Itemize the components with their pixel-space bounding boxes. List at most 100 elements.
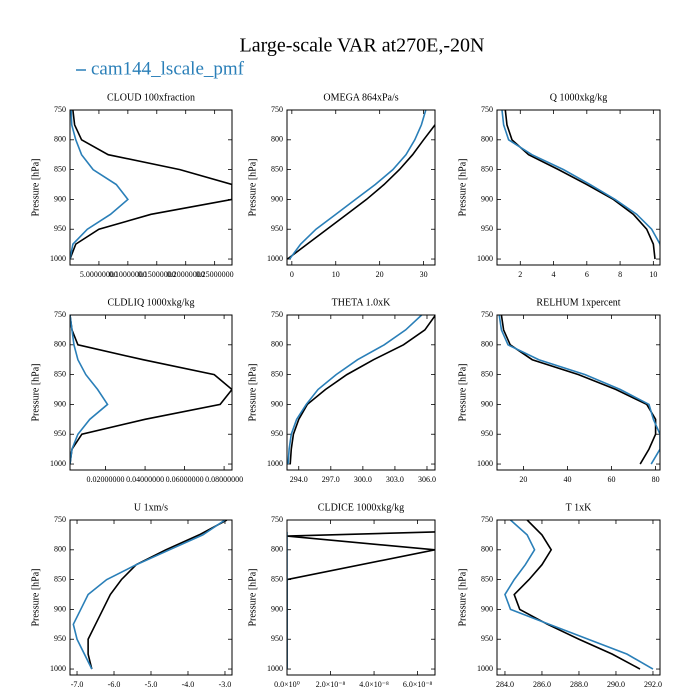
plot-frame: [69, 109, 233, 266]
x-tick-label: -6.0: [108, 680, 121, 689]
y-tick-label: 900: [271, 399, 283, 408]
y-tick-label: 950: [481, 634, 493, 643]
profile-line: [500, 315, 657, 465]
y-tick-label: 950: [54, 634, 66, 643]
x-tick-label: 0.0×10⁰: [274, 680, 300, 689]
x-tick-label: -4.0: [182, 680, 195, 689]
y-axis-label: Pressure [hPa]: [247, 363, 258, 421]
profile-line: [504, 520, 654, 670]
plot-frame: [496, 109, 661, 266]
plot-frame: [496, 314, 661, 471]
y-tick-label: 1000: [267, 664, 283, 673]
plot-frame: [286, 519, 436, 676]
profile-line: [70, 315, 232, 465]
y-tick-label: 1000: [477, 254, 493, 263]
y-tick-label: 950: [271, 634, 283, 643]
x-tick-label: 0.25000000: [196, 270, 234, 279]
plot-frame: [496, 519, 661, 676]
y-tick-label: 900: [481, 399, 493, 408]
y-tick-label: 850: [481, 369, 493, 378]
y-tick-label: 1000: [50, 254, 66, 263]
panel-title: OMEGA 864xPa/s: [323, 92, 398, 103]
panel-title: THETA 1.0xK: [332, 297, 391, 308]
x-tick-label: 10: [649, 270, 657, 279]
profile-line: [72, 520, 226, 670]
x-tick-label: 0: [290, 270, 294, 279]
y-tick-label: 750: [481, 310, 493, 319]
profile-line: [501, 110, 660, 252]
y-axis-label: Pressure [hPa]: [457, 363, 468, 421]
y-axis-label: Pressure [hPa]: [30, 363, 41, 421]
y-tick-label: 950: [54, 429, 66, 438]
x-tick-label: 20: [519, 475, 527, 484]
y-tick-label: 800: [271, 545, 283, 554]
y-tick-label: 800: [271, 340, 283, 349]
y-tick-label: 950: [481, 224, 493, 233]
y-tick-label: 950: [54, 224, 66, 233]
x-tick-label: 2.0×10⁻⁸: [316, 680, 346, 689]
panel-title: CLDICE 1000xkg/kg: [318, 502, 404, 513]
y-axis-label: Pressure [hPa]: [457, 568, 468, 626]
profile-line: [287, 531, 435, 670]
x-tick-label: 10: [332, 270, 340, 279]
x-tick-label: 284.0: [496, 680, 514, 689]
y-tick-label: 850: [271, 574, 283, 583]
x-tick-label: 60: [608, 475, 616, 484]
x-tick-label: 0.04000000: [126, 475, 164, 484]
y-tick-label: 750: [481, 105, 493, 114]
x-tick-label: 5.00000000: [80, 270, 118, 279]
y-tick-label: 800: [271, 135, 283, 144]
plot-frame: [69, 519, 233, 676]
panel-title: Q 1000xkg/kg: [550, 92, 608, 103]
x-tick-label: -5.0: [145, 680, 158, 689]
y-tick-label: 850: [271, 369, 283, 378]
y-tick-label: 750: [54, 310, 66, 319]
profile-line: [504, 110, 656, 260]
y-tick-label: 750: [54, 515, 66, 524]
x-tick-label: 0.06000000: [166, 475, 204, 484]
profile-line: [289, 315, 435, 465]
y-axis-label: Pressure [hPa]: [247, 568, 258, 626]
panel: U 1xm/s Pressure [hPa] 750 800 850 900 950 1000…: [30, 502, 233, 689]
profile-line: [513, 520, 641, 670]
panel: CLDICE 1000xkg/kg Pressure [hPa] 750 800 850…: [247, 502, 436, 689]
profile-line: [70, 110, 129, 260]
y-tick-label: 900: [271, 194, 283, 203]
x-tick-label: 294.0: [290, 475, 308, 484]
y-tick-label: 850: [481, 164, 493, 173]
profile-line: [70, 315, 109, 465]
x-tick-label: 0.20000000: [167, 270, 205, 279]
x-tick-label: 2: [518, 270, 522, 279]
x-tick-label: 80: [652, 475, 660, 484]
x-tick-label: 286.0: [533, 680, 551, 689]
x-tick-label: 292.0: [644, 680, 662, 689]
profile-line: [288, 110, 427, 260]
y-tick-label: 950: [481, 429, 493, 438]
y-tick-label: 900: [54, 399, 66, 408]
x-tick-label: 0.02000000: [87, 475, 125, 484]
y-axis-label: Pressure [hPa]: [30, 158, 41, 216]
y-tick-label: 850: [54, 164, 66, 173]
panel-title: U 1xm/s: [134, 502, 168, 513]
panel: Q 1000xkg/kg Pressure [hPa] 750 800 850 900 95…: [457, 92, 661, 279]
y-tick-label: 850: [54, 369, 66, 378]
y-tick-label: 850: [481, 574, 493, 583]
y-tick-label: 1000: [477, 459, 493, 468]
x-tick-label: 30: [420, 270, 428, 279]
panel: OMEGA 864xPa/s Pressure [hPa] 750 800 850 900…: [247, 92, 436, 279]
x-tick-label: 0.10000000: [109, 270, 147, 279]
y-tick-label: 750: [481, 515, 493, 524]
y-axis-label: Pressure [hPa]: [457, 158, 468, 216]
panel-title: T 1xK: [566, 502, 592, 513]
y-tick-label: 750: [271, 515, 283, 524]
plot-frame: [69, 314, 233, 471]
y-tick-label: 800: [54, 545, 66, 554]
x-tick-label: 303.0: [386, 475, 404, 484]
y-tick-label: 900: [271, 604, 283, 613]
profile-line: [87, 520, 228, 670]
x-tick-label: 288.0: [570, 680, 588, 689]
x-tick-label: 4: [552, 270, 556, 279]
y-tick-label: 800: [481, 545, 493, 554]
figure-title: Large-scale VAR at270E,-20N: [240, 35, 485, 57]
